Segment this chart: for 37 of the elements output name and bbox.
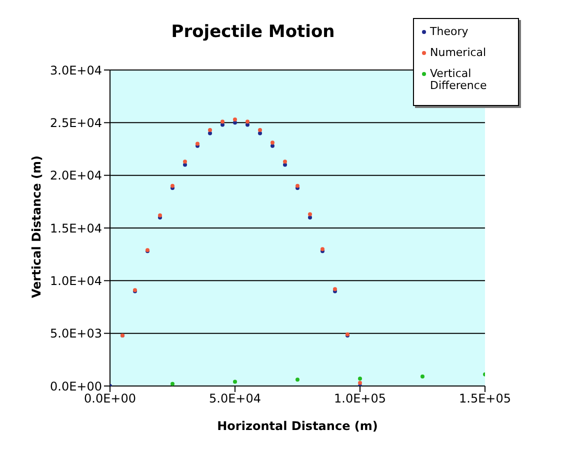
legend-label: Theory — [430, 25, 468, 38]
x-tick-label: 5.0E+04 — [209, 392, 261, 406]
point — [358, 380, 362, 385]
point — [283, 160, 287, 164]
x-tick-label: 1.0E+05 — [334, 392, 386, 406]
point — [308, 212, 312, 216]
point — [220, 122, 224, 127]
point — [246, 120, 250, 124]
point — [283, 162, 287, 167]
x-axis-title: Horizontal Distance (m) — [217, 419, 378, 433]
x-tick-label: 0.0E+00 — [84, 392, 136, 406]
point — [208, 128, 212, 132]
point — [420, 374, 424, 379]
y-axis-title: Vertical Distance (m) — [29, 155, 44, 298]
x-tick-label: 1.5E+05 — [459, 392, 511, 406]
point — [270, 144, 274, 148]
point — [170, 382, 174, 386]
y-tick-label: 1.5E+04 — [50, 221, 102, 236]
point — [270, 140, 274, 145]
point — [358, 376, 362, 381]
chart-title: Projectile Motion — [170, 22, 336, 42]
point — [258, 128, 262, 132]
y-tick-label: 3.0E+04 — [50, 63, 102, 78]
y-tick-label: 2.0E+04 — [50, 168, 102, 183]
y-tick-label: 0.0E+00 — [50, 379, 102, 394]
point — [220, 120, 224, 124]
point — [183, 162, 187, 167]
y-tick-label: 1.0E+04 — [50, 274, 102, 288]
y-tick-label: 2.5E+04 — [50, 116, 102, 130]
y-tick-label: 5.0E+03 — [50, 326, 102, 341]
point — [233, 380, 237, 384]
point — [233, 118, 237, 122]
legend-label: Vertical Difference — [430, 67, 488, 92]
point — [246, 122, 250, 127]
legend-label: Numerical — [430, 46, 486, 59]
point — [296, 378, 300, 382]
point — [183, 160, 187, 164]
